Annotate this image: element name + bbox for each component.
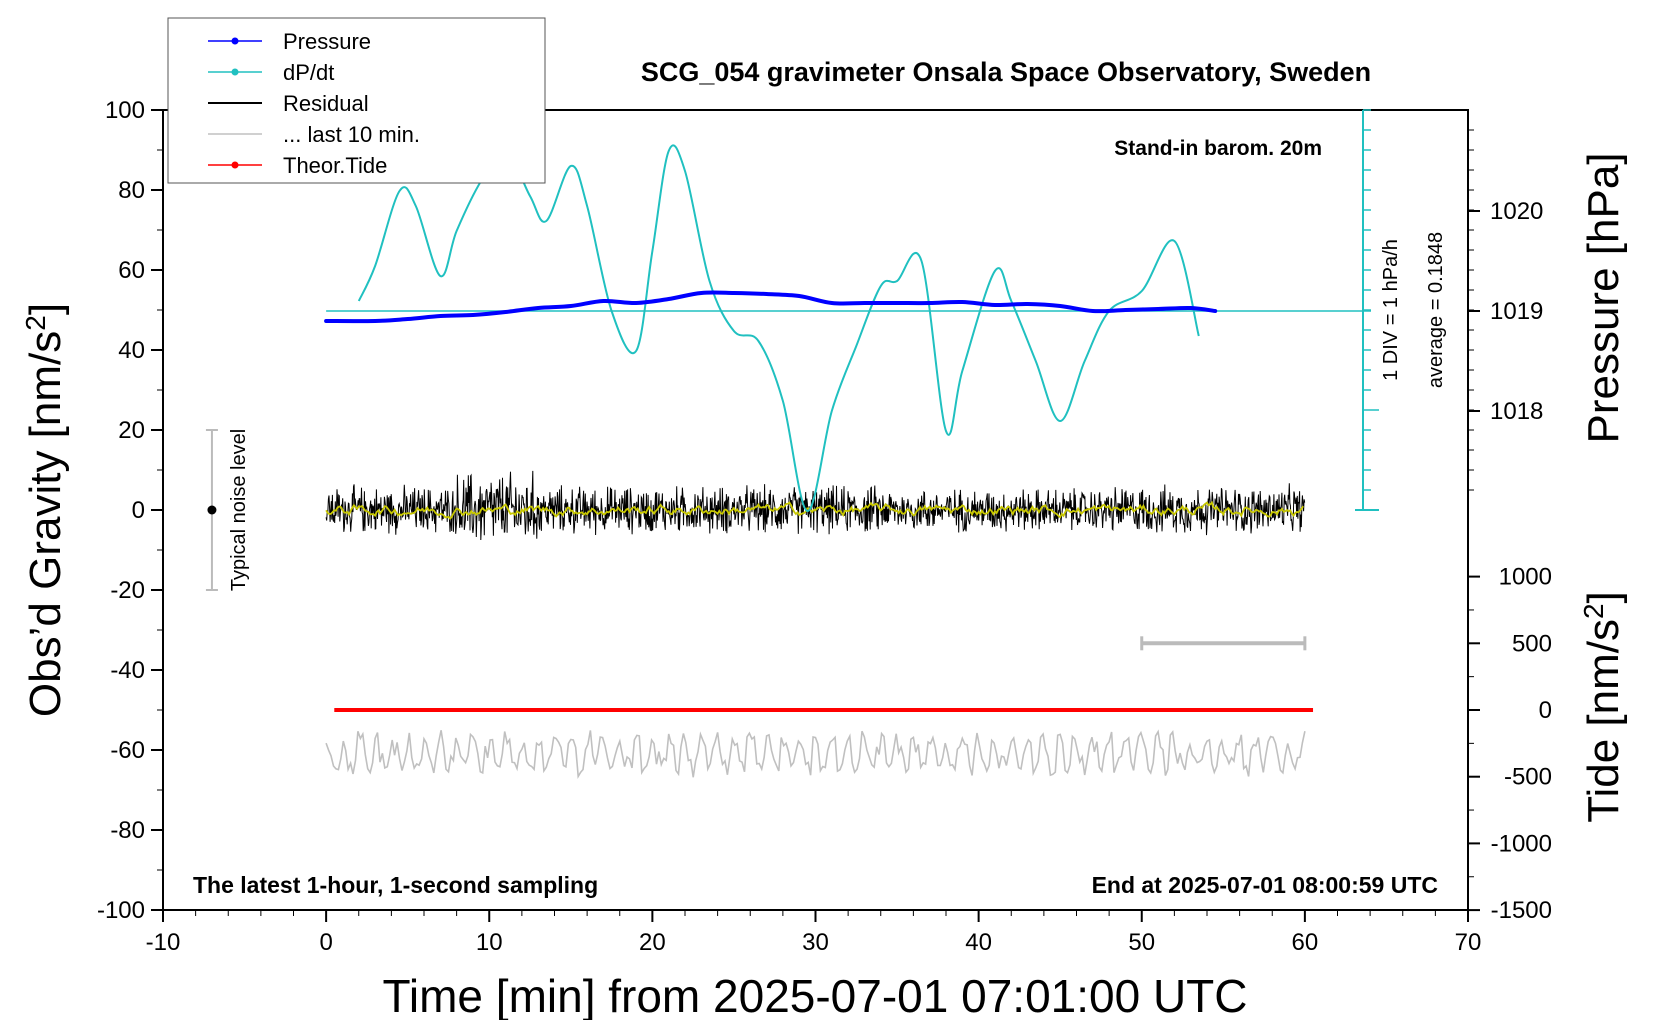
x-tick-label: 30 — [802, 929, 829, 956]
dpdt-line — [357, 144, 1200, 513]
chart-title: SCG_054 gravimeter Onsala Space Observat… — [641, 57, 1371, 87]
y-tick-label: 0 — [132, 497, 145, 524]
tide-tick-label: 1000 — [1499, 564, 1552, 591]
dpdt-average-label: average = 0.1848 — [1425, 232, 1447, 388]
tide-axis-label-end: ] — [1579, 591, 1628, 603]
x-tick-label: 20 — [639, 929, 666, 956]
x-axis-ticks: -10 0 10 20 30 40 50 60 70 — [146, 910, 1482, 956]
y-axis-label-sup: 2 — [20, 315, 51, 331]
tide-axis-label-sup: 2 — [1578, 603, 1609, 619]
pressure-tick-label: 1019 — [1490, 298, 1543, 325]
tide-axis-label: Tide [nm/s2] — [1578, 591, 1629, 823]
legend-swatch-marker — [231, 68, 239, 76]
x-tick-label: 70 — [1455, 929, 1482, 956]
dpdt-scale-label: 1 DIV = 1 hPa/h — [1380, 239, 1402, 381]
pressure-axis-label: Pressure [hPa] — [1579, 152, 1628, 443]
y-tick-label: -20 — [110, 577, 145, 604]
y-tick-label: -100 — [97, 897, 145, 924]
x-axis-label: Time [min] from 2025-07-01 07:01:00 UTC — [383, 970, 1248, 1020]
y-axis-label-end: ] — [21, 303, 70, 315]
y-tick-label: 20 — [118, 417, 145, 444]
tide-tick-label: -1000 — [1491, 830, 1552, 857]
y-tick-label: 80 — [118, 177, 145, 204]
legend-label: ... last 10 min. — [283, 122, 420, 147]
legend-label: Pressure — [283, 29, 371, 54]
legend-box — [167, 17, 546, 184]
annotation-bottom-right: End at 2025-07-01 08:00:59 UTC — [1092, 872, 1438, 898]
x-tick-label: 0 — [319, 929, 332, 956]
legend: Pressure dP/dt Residual ... last 10 min. The… — [167, 17, 546, 184]
pressure-tick-label: 1020 — [1490, 198, 1543, 225]
noise-bar-center-dot — [207, 505, 217, 515]
legend-label: dP/dt — [283, 60, 334, 85]
tide-tick-label: 500 — [1512, 630, 1552, 657]
annotation-top-right: Stand-in barom. 20m — [1114, 137, 1322, 160]
y-axis-label-main: Obs’d Gravity [nm/s — [21, 331, 70, 717]
y-tick-label: -40 — [110, 657, 145, 684]
pressure-tick-label: 1018 — [1490, 398, 1543, 425]
x-tick-label: 40 — [965, 929, 992, 956]
tide-axis-label-main: Tide [nm/s — [1579, 619, 1628, 823]
legend-swatch-marker — [231, 161, 239, 169]
x-tick-label: -10 — [146, 929, 181, 956]
x-tick-label: 60 — [1292, 929, 1319, 956]
series-layer — [324, 144, 1371, 779]
legend-label: Residual — [283, 91, 369, 116]
pressure-axis-ticks: 1020 1019 1018 — [1468, 129, 1543, 491]
noise-level-bar — [205, 429, 218, 591]
residual-smooth-line — [325, 500, 1304, 521]
y-tick-label: 100 — [105, 97, 145, 124]
y-tick-label: 60 — [118, 257, 145, 284]
y-tick-label: -80 — [110, 817, 145, 844]
annotation-bottom-left: The latest 1-hour, 1-second sampling — [193, 872, 598, 898]
pressure-line — [324, 290, 1218, 324]
y-tick-label: 40 — [118, 337, 145, 364]
noise-level-label: Typical noise level — [228, 429, 250, 591]
y-axis-ticks: 100 80 60 40 20 0 -20 -40 -60 -80 -100 — [97, 97, 163, 924]
tide-range-bar — [1140, 636, 1307, 651]
y-axis-label: Obs’d Gravity [nm/s2] — [20, 303, 71, 717]
tide-tick-label: -1500 — [1491, 897, 1552, 924]
tide-tick-label: -500 — [1504, 764, 1552, 791]
tide-axis-ticks: 1000 500 0 -500 -1000 -1500 — [1468, 564, 1552, 924]
residual-line — [325, 470, 1306, 541]
dpdt-scale-axis — [1355, 109, 1379, 511]
x-tick-label: 10 — [476, 929, 503, 956]
legend-swatch-marker — [231, 37, 239, 45]
y-tick-label: -60 — [110, 737, 145, 764]
x-tick-label: 50 — [1128, 929, 1155, 956]
last10-line — [325, 729, 1306, 779]
legend-label: Theor.Tide — [283, 153, 387, 178]
tide-tick-label: 0 — [1539, 697, 1552, 724]
